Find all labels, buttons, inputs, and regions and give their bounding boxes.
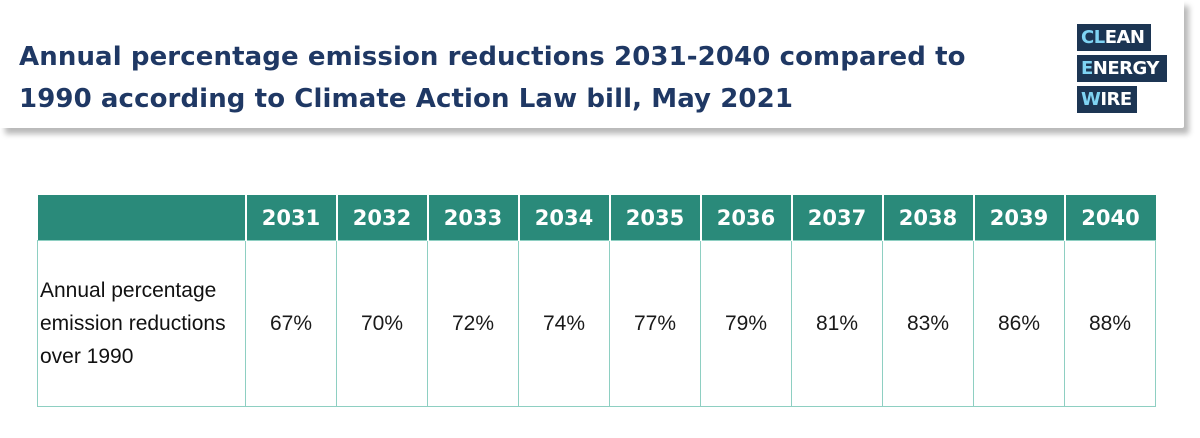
year-header-2039: 2039 — [973, 195, 1066, 241]
value-cell-2035: 77% — [609, 240, 701, 407]
value-cell-2033: 72% — [427, 240, 519, 407]
year-header-2036: 2036 — [700, 195, 793, 241]
logo-line-1-highlight: CL — [1081, 27, 1105, 48]
table-corner-cell — [37, 195, 247, 241]
year-header-2033: 2033 — [427, 195, 520, 241]
emission-reduction-table: 2031 2032 2033 2034 2035 2036 2037 2038 2039 2040… — [37, 195, 1156, 407]
logo-line-3-rest: IRE — [1100, 89, 1132, 110]
year-header-2034: 2034 — [518, 195, 611, 241]
logo-line-3-highlight: W — [1081, 89, 1101, 110]
logo-line-2: ENERGY — [1077, 55, 1167, 82]
logo-line-3: WIRE — [1077, 86, 1137, 113]
value-cell-2039: 86% — [973, 240, 1065, 407]
year-header-2038: 2038 — [882, 195, 975, 241]
row-label: Annual percentage emission reductions ov… — [37, 240, 246, 407]
table-row: Annual percentage emission reductions ov… — [37, 240, 1156, 407]
value-cell-2032: 70% — [336, 240, 428, 407]
year-header-2037: 2037 — [791, 195, 884, 241]
chart-title: Annual percentage emission reductions 20… — [19, 42, 966, 114]
year-header-2032: 2032 — [336, 195, 429, 241]
value-cell-2040: 88% — [1064, 240, 1156, 407]
header-panel: Annual percentage emission reductions 20… — [0, 0, 1184, 128]
value-cell-2037: 81% — [791, 240, 883, 407]
table-header-row: 2031 2032 2033 2034 2035 2036 2037 2038 2039 2040 — [37, 195, 1156, 241]
logo-line-1: CLEAN — [1077, 24, 1151, 51]
logo-line-2-rest: NERGY — [1092, 58, 1160, 79]
clean-energy-wire-logo: CLEAN ENERGY WIRE — [1077, 24, 1167, 116]
year-header-2031: 2031 — [245, 195, 338, 241]
value-cell-2036: 79% — [700, 240, 792, 407]
value-cell-2031: 67% — [245, 240, 337, 407]
logo-line-1-rest: EAN — [1104, 27, 1145, 48]
year-header-2040: 2040 — [1064, 195, 1156, 241]
year-header-2035: 2035 — [609, 195, 702, 241]
logo-line-2-highlight: E — [1081, 58, 1093, 79]
value-cell-2034: 74% — [518, 240, 610, 407]
value-cell-2038: 83% — [882, 240, 974, 407]
